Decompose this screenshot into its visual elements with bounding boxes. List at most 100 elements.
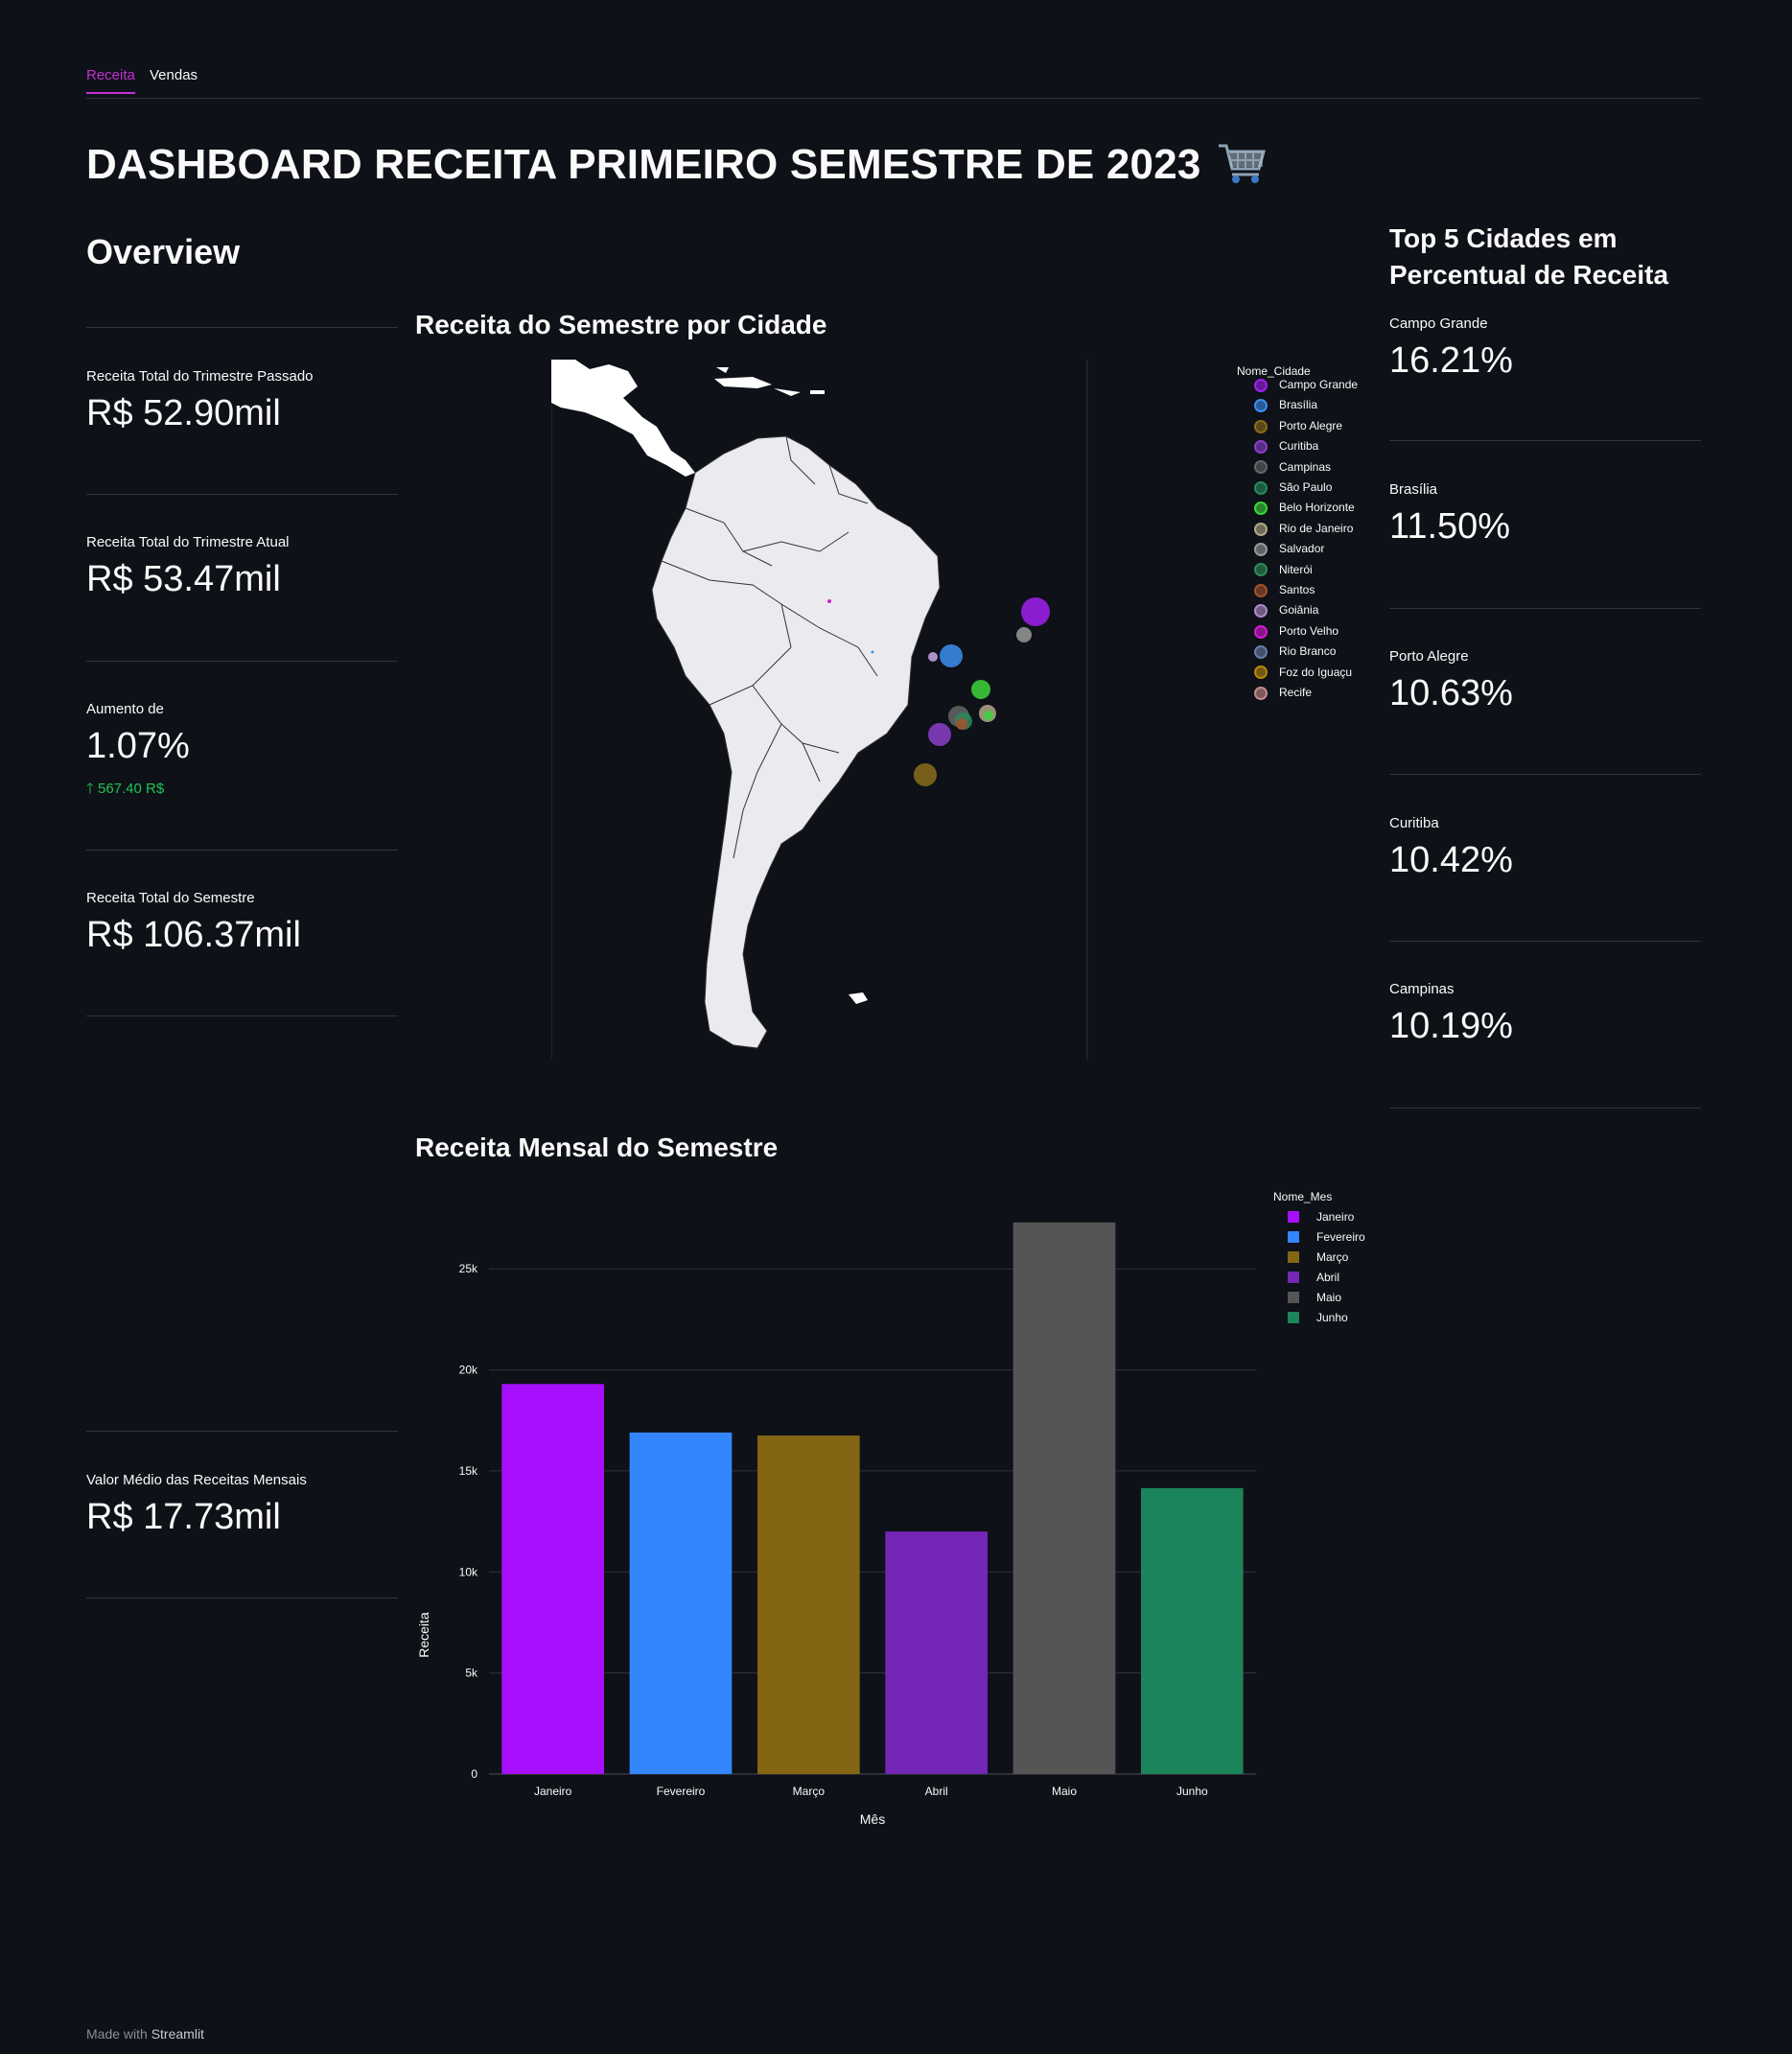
bar-legend-label[interactable]: Fevereiro bbox=[1316, 1230, 1365, 1244]
cart-icon bbox=[1217, 140, 1267, 195]
city-bubble-porto-alegre bbox=[914, 763, 937, 786]
legend-marker-icon bbox=[1254, 399, 1268, 413]
top5-city-2: Brasília bbox=[1389, 481, 1438, 498]
y-tick-label: 5k bbox=[465, 1667, 478, 1680]
legend-marker-icon bbox=[1254, 543, 1268, 557]
map-legend-label: Foz do Iguaçu bbox=[1279, 665, 1353, 679]
map-legend-item[interactable]: Santos bbox=[1254, 583, 1315, 597]
map-legend-item[interactable]: Curitiba bbox=[1254, 439, 1318, 455]
bar-legend-title: Nome_Mes bbox=[1273, 1190, 1332, 1203]
x-axis-title: Mês bbox=[860, 1811, 885, 1827]
legend-marker-icon bbox=[1254, 480, 1268, 495]
bar-legend-label[interactable]: Junho bbox=[1316, 1311, 1348, 1324]
overview-heading: Overview bbox=[86, 232, 241, 271]
map-legend-label: Santos bbox=[1279, 583, 1315, 596]
map-legend-label: Rio Branco bbox=[1279, 644, 1337, 659]
divider bbox=[1389, 774, 1701, 775]
metric-delta-value: 567.40 R$ bbox=[97, 781, 165, 797]
bar-legend-label[interactable]: Março bbox=[1316, 1250, 1349, 1264]
map-legend-item[interactable]: Campinas bbox=[1254, 460, 1331, 475]
map-legend-item[interactable]: Salvador bbox=[1254, 542, 1324, 557]
falklands-shape bbox=[849, 992, 868, 1004]
bar-legend-label[interactable]: Maio bbox=[1316, 1291, 1341, 1304]
map-legend: Nome_Cidade Campo Grande Brasília Porto Al… bbox=[1237, 364, 1400, 719]
central-america-shape bbox=[551, 360, 695, 477]
bar-legend-label[interactable]: Janeiro bbox=[1316, 1210, 1355, 1224]
map-plot[interactable] bbox=[550, 360, 1088, 1060]
page-title-text: DASHBOARD RECEITA PRIMEIRO SEMESTRE DE 2… bbox=[86, 141, 1201, 189]
divider bbox=[86, 661, 398, 662]
y-tick-label: 0 bbox=[471, 1767, 477, 1781]
metric-delta: 🡑 567.40 R$ bbox=[86, 779, 164, 803]
legend-swatch-icon bbox=[1288, 1211, 1299, 1223]
city-bubble-belo-horizonte bbox=[971, 680, 990, 699]
map-legend-item[interactable]: São Paulo bbox=[1254, 480, 1332, 495]
top5-heading: Top 5 Cidades em Percentual de Receita bbox=[1389, 221, 1696, 293]
map-heading: Receita do Semestre por Cidade bbox=[415, 310, 827, 339]
top5-value-3: 10.63% bbox=[1389, 673, 1513, 713]
map-legend-item[interactable]: Goiânia bbox=[1254, 603, 1318, 619]
legend-swatch-icon bbox=[1288, 1312, 1299, 1323]
bar-abril[interactable] bbox=[885, 1531, 988, 1774]
bar-janeiro[interactable] bbox=[501, 1384, 604, 1774]
bar-chart[interactable]: 0 5k 10k 15k 20k 25k Janeiro Fevereiro Março Abri… bbox=[407, 1179, 1376, 1841]
legend-marker-icon bbox=[1254, 378, 1268, 392]
divider bbox=[1389, 941, 1701, 942]
bar-março[interactable] bbox=[757, 1435, 860, 1774]
map-legend-item[interactable]: Brasília bbox=[1254, 398, 1318, 413]
y-tick-label: 25k bbox=[459, 1262, 478, 1275]
legend-marker-icon bbox=[1254, 686, 1268, 700]
map-legend-item[interactable]: Porto Alegre bbox=[1254, 419, 1342, 433]
y-tick-label: 20k bbox=[459, 1364, 478, 1377]
map-legend-item[interactable]: Campo Grande bbox=[1254, 378, 1358, 392]
metric-value-semester: R$ 106.37mil bbox=[86, 915, 301, 955]
legend-marker-icon bbox=[1254, 460, 1268, 475]
map-legend-item[interactable]: Foz do Iguaçu bbox=[1254, 665, 1352, 680]
metric-value-increase: 1.07% bbox=[86, 726, 190, 766]
map-legend-item[interactable]: Belo Horizonte bbox=[1254, 501, 1355, 516]
map-legend-item[interactable]: Rio de Janeiro bbox=[1254, 522, 1353, 536]
top5-heading-line1: Top 5 Cidades em bbox=[1389, 223, 1617, 253]
x-tick-label: Abril bbox=[925, 1785, 948, 1798]
bar-fevereiro[interactable] bbox=[629, 1432, 733, 1774]
map-legend-label: Campo Grande bbox=[1279, 378, 1359, 391]
map-legend-item[interactable]: Porto Velho bbox=[1254, 624, 1338, 639]
legend-marker-icon bbox=[1254, 522, 1268, 536]
x-tick-label: Fevereiro bbox=[657, 1785, 706, 1798]
city-bubble-curitiba bbox=[928, 723, 951, 746]
legend-swatch-icon bbox=[1288, 1231, 1299, 1243]
tab-receita[interactable]: Receita bbox=[86, 67, 135, 94]
city-bubble-small bbox=[871, 650, 874, 654]
divider bbox=[86, 850, 398, 851]
top5-city-1: Campo Grande bbox=[1389, 315, 1488, 332]
divider bbox=[86, 1015, 398, 1016]
bar-maio[interactable] bbox=[1012, 1222, 1116, 1774]
legend-marker-icon bbox=[1254, 419, 1268, 433]
x-tick-label: Junho bbox=[1176, 1785, 1208, 1798]
legend-marker-icon bbox=[1254, 665, 1268, 680]
map-legend-label: São Paulo bbox=[1279, 480, 1333, 494]
metric-label-last-quarter: Receita Total do Trimestre Passado bbox=[86, 368, 314, 385]
footer-brand[interactable]: Streamlit bbox=[151, 2026, 204, 2042]
y-axis-title: Receita bbox=[416, 1612, 431, 1658]
divider bbox=[86, 327, 398, 328]
top5-value-4: 10.42% bbox=[1389, 840, 1513, 880]
map-legend-label: Brasília bbox=[1279, 398, 1318, 412]
south-america-shape bbox=[651, 435, 941, 1049]
map-legend-label: Campinas bbox=[1279, 459, 1332, 474]
metric-label-current-quarter: Receita Total do Trimestre Atual bbox=[86, 534, 290, 550]
map-legend-item[interactable]: Rio Branco bbox=[1254, 644, 1337, 660]
x-tick-label: Março bbox=[793, 1785, 826, 1798]
tab-vendas[interactable]: Vendas bbox=[150, 67, 198, 83]
tab-bar: Receita Vendas bbox=[86, 59, 1700, 99]
map-legend-item[interactable]: Niterói bbox=[1254, 563, 1313, 577]
city-bubble-porto-velho bbox=[827, 599, 831, 603]
bar-legend-label[interactable]: Abril bbox=[1316, 1271, 1339, 1284]
metric-label-semester: Receita Total do Semestre bbox=[86, 890, 255, 906]
map-legend-item[interactable]: Recife bbox=[1254, 686, 1312, 700]
city-bubble-brasilia bbox=[940, 644, 963, 667]
y-tick-label: 15k bbox=[459, 1464, 478, 1478]
legend-swatch-icon bbox=[1288, 1292, 1299, 1303]
top5-heading-line2: Percentual de Receita bbox=[1389, 260, 1669, 290]
bar-junho[interactable] bbox=[1141, 1487, 1244, 1774]
